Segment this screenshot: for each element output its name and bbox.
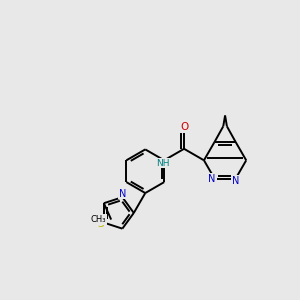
Text: N: N — [208, 174, 216, 184]
Text: NH: NH — [156, 159, 169, 168]
Text: S: S — [97, 219, 104, 229]
Text: CH₃: CH₃ — [90, 215, 106, 224]
Text: O: O — [180, 122, 188, 132]
Text: N: N — [119, 189, 127, 199]
Text: N: N — [232, 176, 239, 186]
